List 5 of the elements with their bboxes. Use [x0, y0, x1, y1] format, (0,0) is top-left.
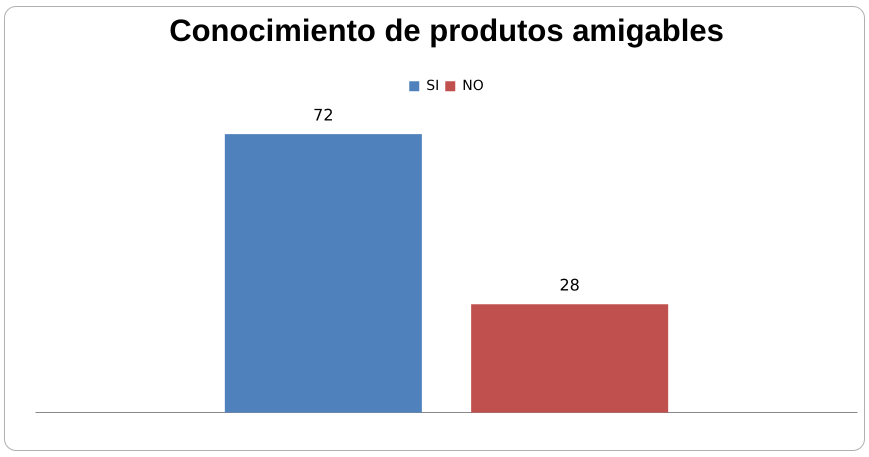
legend-label: NO [462, 78, 484, 94]
data-label: 72 [313, 105, 334, 124]
data-label: 28 [559, 275, 580, 294]
chart-title: Conocimiento de produtos amigables [169, 13, 724, 48]
legend-label: SI [426, 78, 440, 94]
